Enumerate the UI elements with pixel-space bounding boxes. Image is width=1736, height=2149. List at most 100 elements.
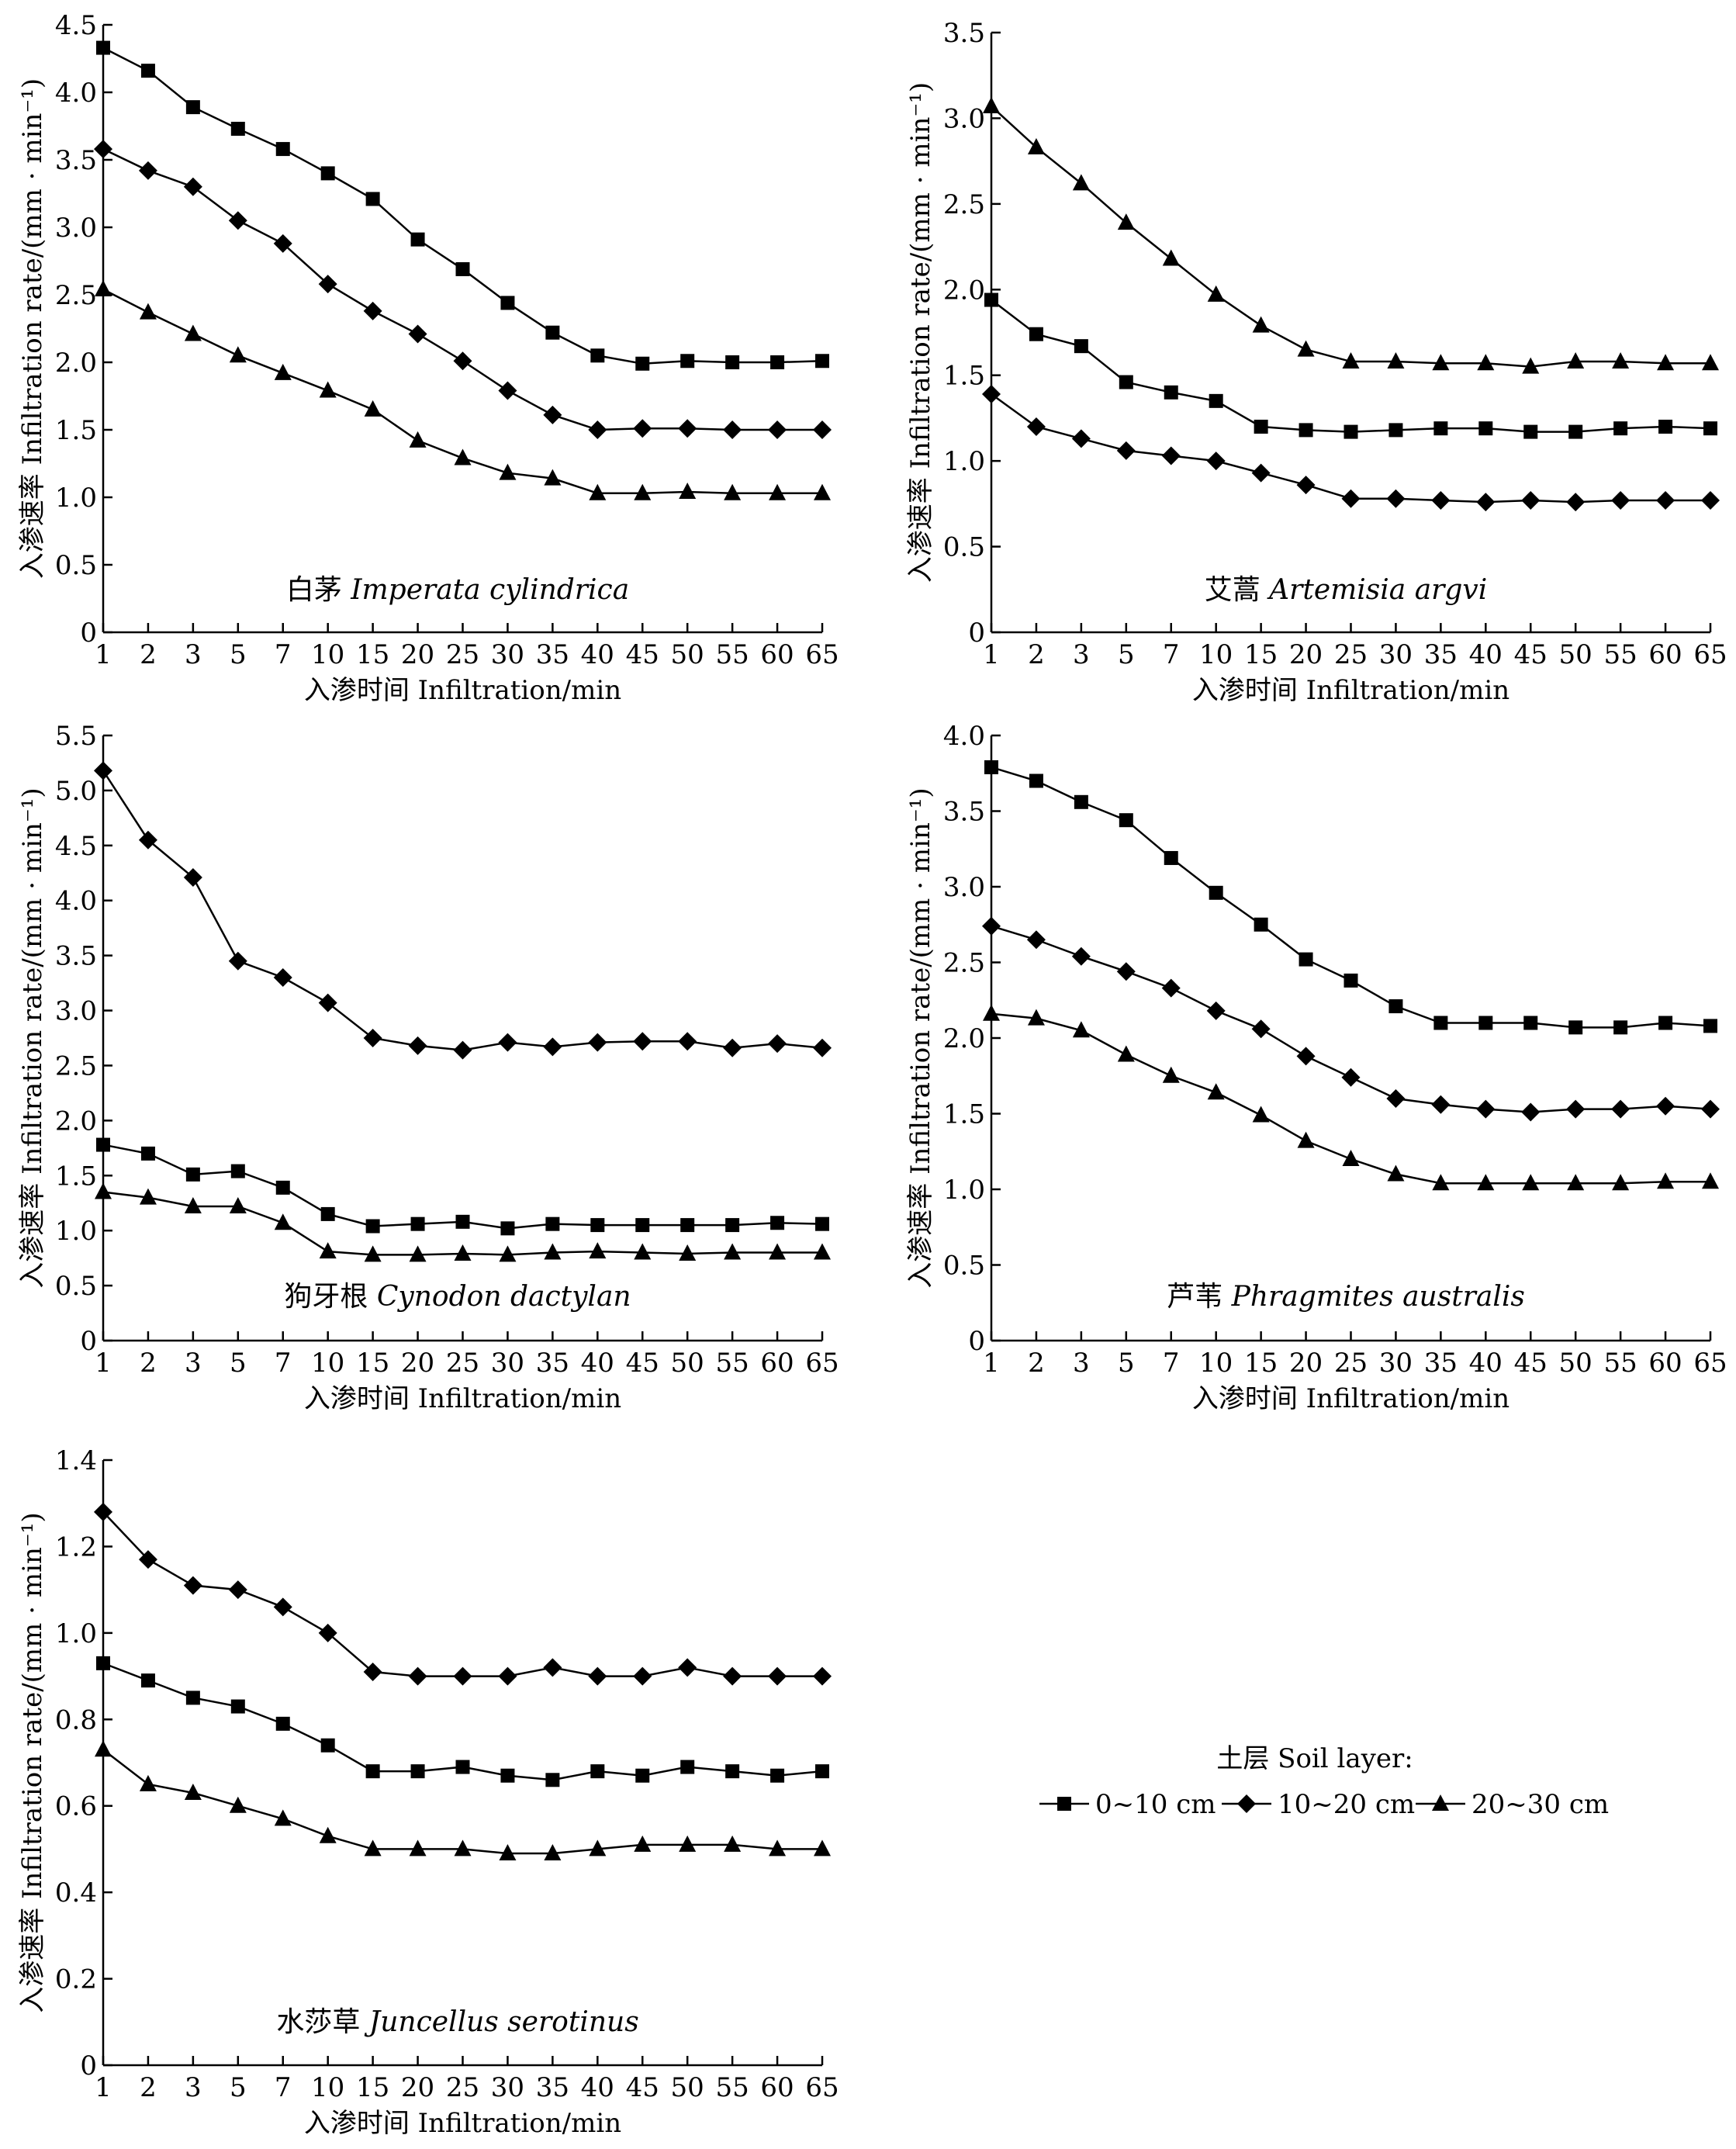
data-point (1116, 962, 1136, 981)
data-point (1611, 490, 1631, 510)
data-point (320, 1206, 335, 1221)
y-tick-label: 3.0 (55, 996, 97, 1027)
data-point (768, 1034, 787, 1054)
data-point (1567, 352, 1585, 369)
data-point (454, 1839, 472, 1857)
legend-item: 10~20 cm (1222, 1789, 1415, 1820)
data-point (230, 1164, 245, 1178)
data-point (1341, 489, 1361, 508)
data-point (770, 1768, 785, 1783)
panel-caption: 艾蒿 Artemisia argvi (1205, 574, 1488, 606)
data-point (185, 100, 200, 115)
data-point (543, 1658, 562, 1677)
data-point (1478, 421, 1493, 436)
series-line (102, 47, 823, 365)
data-point (813, 1666, 832, 1686)
data-point (230, 121, 245, 136)
x-tick-label: 35 (1424, 639, 1458, 670)
data-point (1341, 1068, 1361, 1087)
data-point (1658, 419, 1673, 434)
data-point (679, 1244, 697, 1261)
data-point (1251, 463, 1271, 483)
data-point (1521, 1102, 1541, 1122)
caption-cn: 芦苇 (1167, 1281, 1231, 1313)
data-point (139, 1188, 157, 1205)
data-point (409, 431, 427, 448)
data-point (1656, 490, 1675, 510)
data-point (454, 1244, 472, 1261)
x-tick-label: 15 (1244, 639, 1278, 670)
data-point (725, 1764, 740, 1779)
data-point (274, 363, 292, 380)
data-point (184, 1196, 202, 1213)
series-diamond (94, 140, 832, 439)
data-point (723, 1666, 742, 1686)
x-tick-label: 40 (1469, 639, 1503, 670)
data-point (365, 192, 380, 206)
data-point (500, 1221, 515, 1236)
x-tick-label: 50 (671, 2072, 704, 2103)
data-point (1209, 393, 1223, 408)
data-point (319, 1242, 337, 1259)
data-point (635, 1768, 650, 1783)
caption-cn: 水莎草 (276, 2006, 368, 2038)
x-tick-label: 10 (1199, 639, 1233, 670)
y-tick-label: 0.5 (943, 1251, 985, 1282)
data-point (1387, 1164, 1405, 1182)
x-axis-title: 入渗时间 Infiltration/min (1192, 1383, 1509, 1414)
y-tick-label: 0.5 (55, 550, 97, 581)
data-point (984, 760, 998, 774)
data-point (229, 1196, 247, 1213)
y-tick-label: 4.0 (943, 721, 985, 752)
data-point (1701, 1099, 1720, 1119)
x-tick-label: 3 (185, 2072, 202, 2103)
x-tick-label: 10 (311, 639, 344, 670)
data-point (185, 1690, 200, 1705)
x-tick-label: 3 (1073, 1348, 1090, 1379)
data-point (769, 1243, 787, 1260)
x-tick-label: 65 (805, 639, 839, 670)
y-tick-label: 1.0 (943, 446, 985, 477)
data-point (633, 419, 652, 438)
data-point (1164, 850, 1178, 865)
data-point (273, 968, 292, 987)
data-point (1477, 354, 1495, 371)
data-point (229, 346, 247, 363)
data-point (725, 355, 740, 369)
x-tick-label: 50 (1559, 639, 1592, 670)
panel-caption: 白茅 Imperata cylindrica (286, 574, 629, 606)
data-point (633, 1666, 652, 1686)
data-point (1386, 489, 1406, 508)
data-point (1252, 1106, 1270, 1123)
x-tick-label: 50 (1559, 1348, 1592, 1379)
x-tick-label: 1 (983, 1348, 1000, 1379)
series-line (102, 770, 823, 1051)
y-tick-label: 3.5 (943, 18, 985, 49)
x-tick-label: 5 (1118, 1348, 1135, 1379)
data-point (1026, 417, 1046, 436)
x-tick-label: 2 (140, 1348, 157, 1379)
y-tick-label: 2.5 (943, 189, 985, 220)
data-point (635, 356, 650, 371)
data-point (228, 1580, 247, 1600)
data-point (725, 1218, 740, 1233)
series-square (96, 40, 829, 371)
data-point (1431, 490, 1451, 510)
series-line (102, 1511, 822, 1677)
data-point (1074, 794, 1088, 809)
data-point (365, 1219, 380, 1234)
x-tick-label: 7 (275, 2072, 292, 2103)
x-tick-label: 5 (230, 639, 247, 670)
y-tick-label: 0 (80, 618, 97, 649)
caption-latin: Imperata cylindrica (350, 574, 629, 606)
x-tick-label: 10 (311, 1348, 344, 1379)
series-line (991, 106, 1710, 368)
x-tick-label: 3 (185, 1348, 202, 1379)
x-tick-label: 20 (1289, 639, 1323, 670)
data-point (589, 483, 607, 500)
y-axis-title: 入渗速率 Infiltration rate/(mm · min⁻¹) (17, 78, 48, 579)
data-point (1387, 352, 1405, 369)
data-point (365, 1764, 380, 1779)
data-point (363, 1663, 382, 1681)
x-tick-label: 5 (230, 2072, 247, 2103)
